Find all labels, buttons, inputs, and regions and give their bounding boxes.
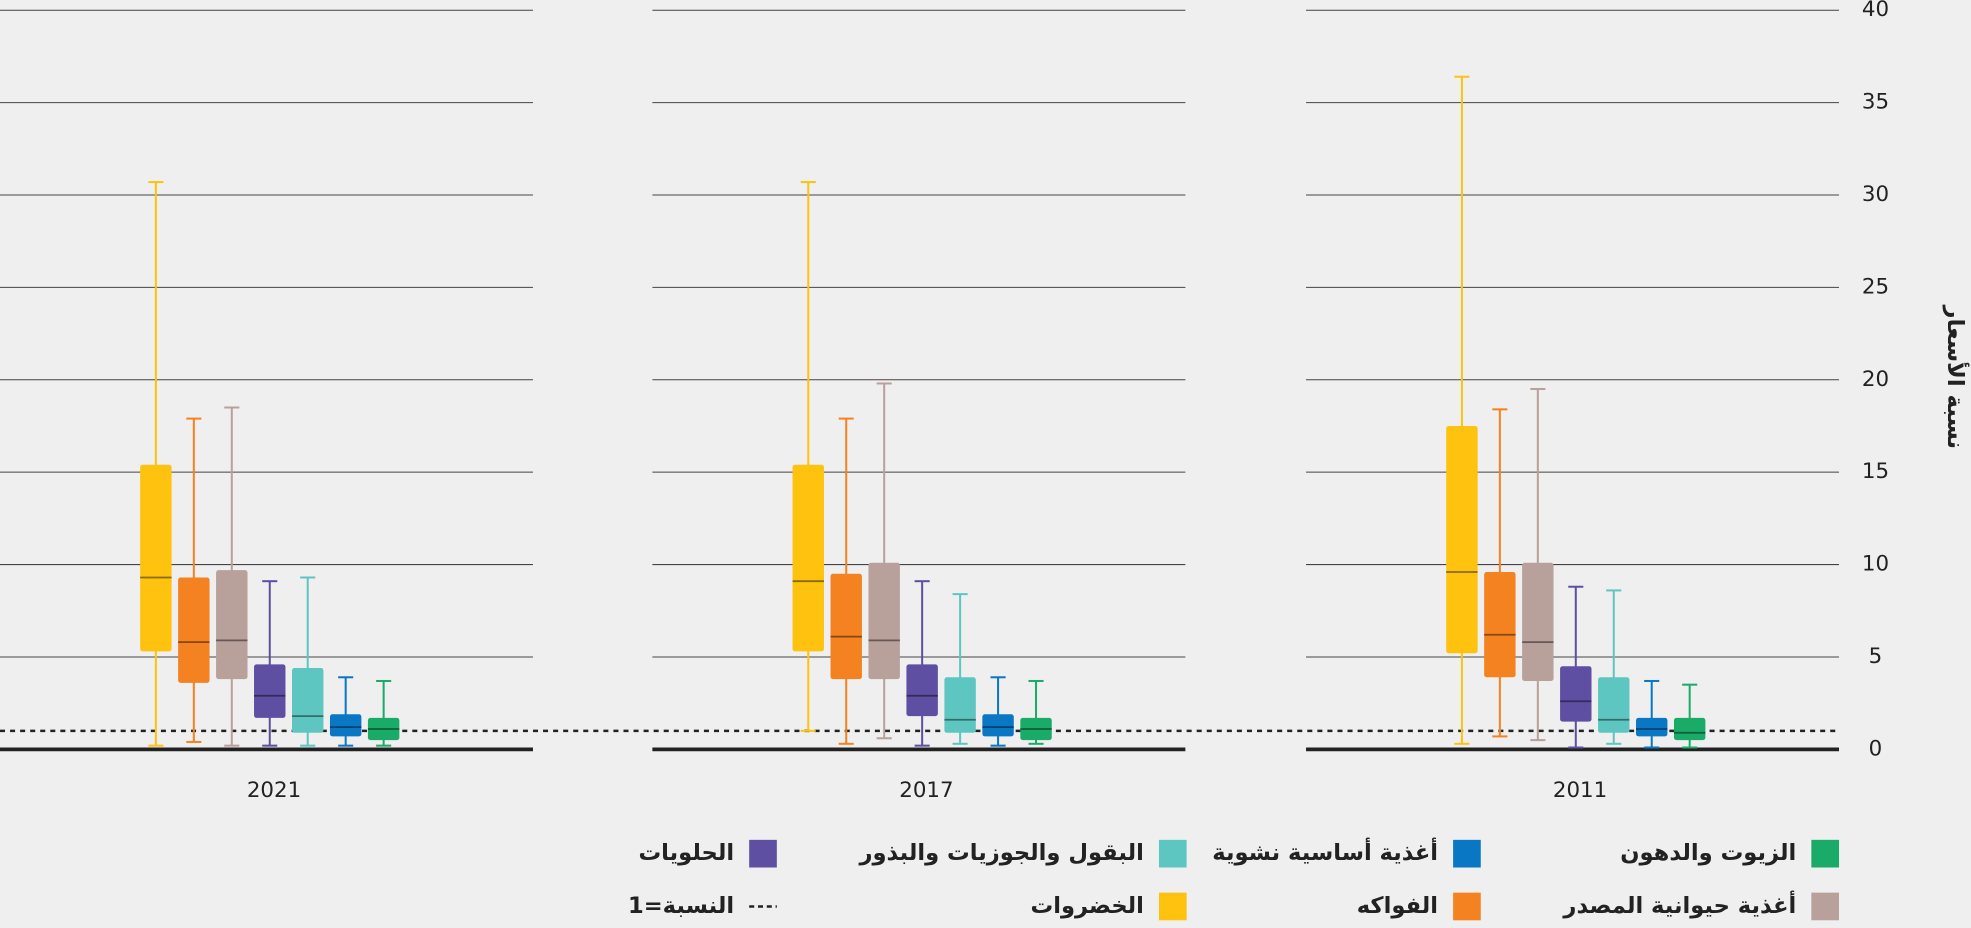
x-tick-label: 2021 xyxy=(247,778,301,803)
y-axis-title: نسبة الأسعار xyxy=(1942,305,1971,449)
box xyxy=(1446,425,1478,654)
legend-label: الحلويات xyxy=(638,840,734,866)
box xyxy=(178,577,210,683)
legend-swatch xyxy=(1158,839,1187,868)
x-tick-label: 2017 xyxy=(899,778,953,803)
y-tick-label: 35 xyxy=(1862,90,1889,115)
y-tick-label: 25 xyxy=(1862,274,1889,299)
y-tick-label: 20 xyxy=(1862,367,1889,392)
legend-swatch xyxy=(749,839,777,868)
box xyxy=(1636,717,1668,737)
box xyxy=(792,464,824,652)
legend-swatch xyxy=(1811,839,1840,868)
box xyxy=(1598,677,1630,733)
box xyxy=(254,664,286,718)
legend-label: أغذية أساسية نشوية xyxy=(1212,837,1438,866)
legend-swatch xyxy=(1453,892,1481,921)
legend-label: النسبة=1 xyxy=(628,893,734,919)
y-tick-label: 0 xyxy=(1869,736,1883,761)
box xyxy=(944,677,976,733)
legend-swatch xyxy=(1453,839,1481,868)
box xyxy=(982,714,1014,737)
box xyxy=(1522,562,1554,681)
box xyxy=(216,570,248,680)
y-tick-label: 40 xyxy=(1862,0,1889,22)
box xyxy=(292,668,324,733)
box xyxy=(140,464,172,652)
box xyxy=(906,664,938,717)
legend-label: الخضروات xyxy=(1030,893,1143,919)
legend-label: البقول والجوزيات والبذور xyxy=(858,840,1143,866)
box xyxy=(868,562,900,680)
box xyxy=(1673,717,1706,741)
box xyxy=(1560,666,1592,722)
box xyxy=(1020,717,1052,741)
legend-label: الفواكه xyxy=(1357,893,1438,919)
box xyxy=(1484,571,1516,678)
y-tick-label: 5 xyxy=(1869,644,1883,669)
legend-swatch xyxy=(1158,892,1187,921)
x-tick-label: 2011 xyxy=(1553,778,1607,803)
legend-label: الزيوت والدهون xyxy=(1620,840,1796,866)
box xyxy=(329,714,362,737)
box xyxy=(830,573,862,680)
y-tick-label: 10 xyxy=(1862,552,1889,577)
y-tick-label: 30 xyxy=(1862,182,1889,207)
legend-label: أغذية حيوانية المصدر xyxy=(1562,890,1796,919)
box xyxy=(367,717,400,741)
legend-swatch xyxy=(1811,892,1840,921)
y-tick-label: 15 xyxy=(1862,459,1889,484)
